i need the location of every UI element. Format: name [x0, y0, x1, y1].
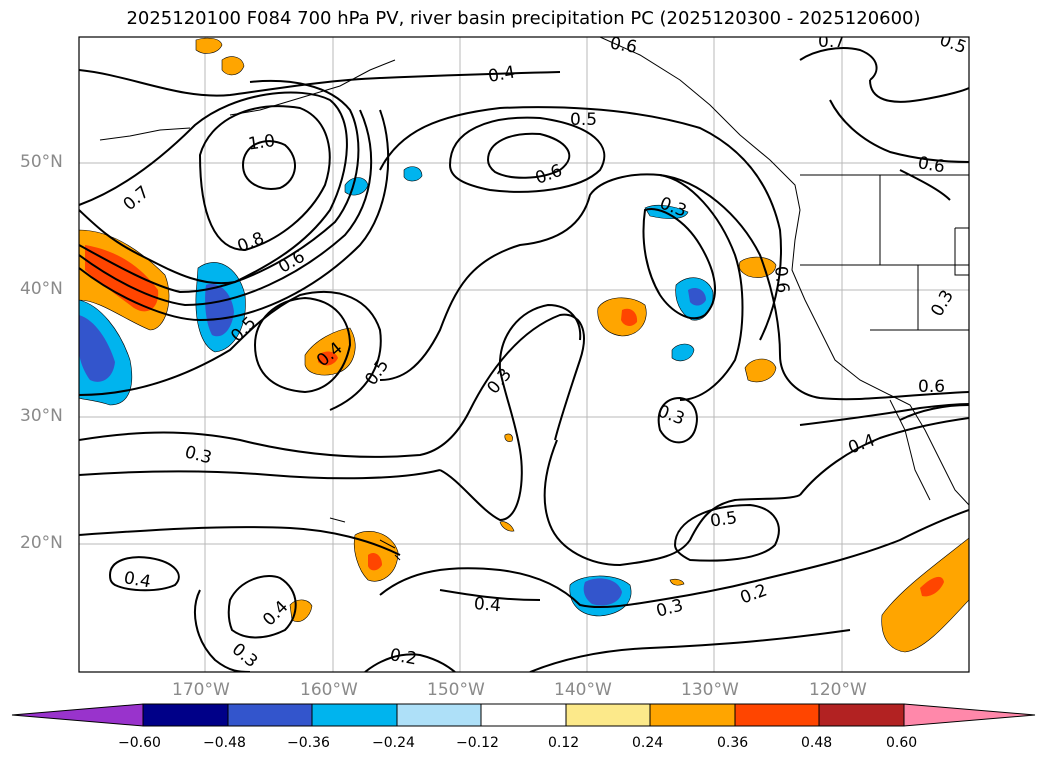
- contour-label: 0.6: [918, 377, 945, 397]
- colorbar-tick: −0.60: [118, 735, 161, 751]
- lat-label-40n: 40°N: [20, 279, 63, 299]
- pv-contours: [79, 47, 969, 672]
- lon-label-120w: 120°W: [809, 680, 867, 700]
- plot-frame: [78, 36, 970, 673]
- colorbar-tick: 0.24: [632, 735, 664, 751]
- colorbar-tick: 0.12: [548, 735, 580, 751]
- contour-label: 0.2: [388, 645, 418, 669]
- colorbar-tick: −0.24: [372, 735, 415, 751]
- colorbar-tick: −0.12: [456, 735, 499, 751]
- precip-shading: [79, 37, 969, 653]
- contour-label: 0.4: [487, 63, 517, 87]
- map-title: 2025120100 F084 700 hPa PV, river basin …: [126, 8, 921, 29]
- contour-label: 1.0: [247, 131, 277, 155]
- lon-label-170w: 170°W: [172, 680, 230, 700]
- colorbar: [11, 703, 1036, 727]
- contour-label: 0.4: [122, 568, 152, 592]
- colorbar-tick: 0.36: [717, 735, 749, 751]
- contour-label: 0.6: [770, 265, 792, 294]
- colorbar-tick: −0.48: [203, 735, 246, 751]
- lon-label-140w: 140°W: [554, 680, 612, 700]
- colorbar-tick: 0.60: [886, 735, 918, 751]
- lon-label-150w: 150°W: [427, 680, 485, 700]
- contour-label: 0.5: [570, 110, 597, 130]
- graticule: [79, 37, 969, 672]
- colorbar-tick: 0.48: [801, 735, 833, 751]
- lon-label-130w: 130°W: [681, 680, 739, 700]
- contour-label: 0.6: [608, 33, 638, 57]
- contour-label: 0.4: [473, 594, 502, 616]
- lon-label-160w: 160°W: [300, 680, 358, 700]
- lat-label-30n: 30°N: [20, 406, 63, 426]
- colorbar-tick: −0.36: [287, 735, 330, 751]
- lat-label-50n: 50°N: [20, 152, 63, 172]
- contour-label: 0.5: [709, 508, 739, 532]
- contour-label: 0.7: [818, 32, 845, 52]
- lat-label-20n: 20°N: [20, 533, 63, 553]
- contour-label: 0.6: [916, 153, 946, 177]
